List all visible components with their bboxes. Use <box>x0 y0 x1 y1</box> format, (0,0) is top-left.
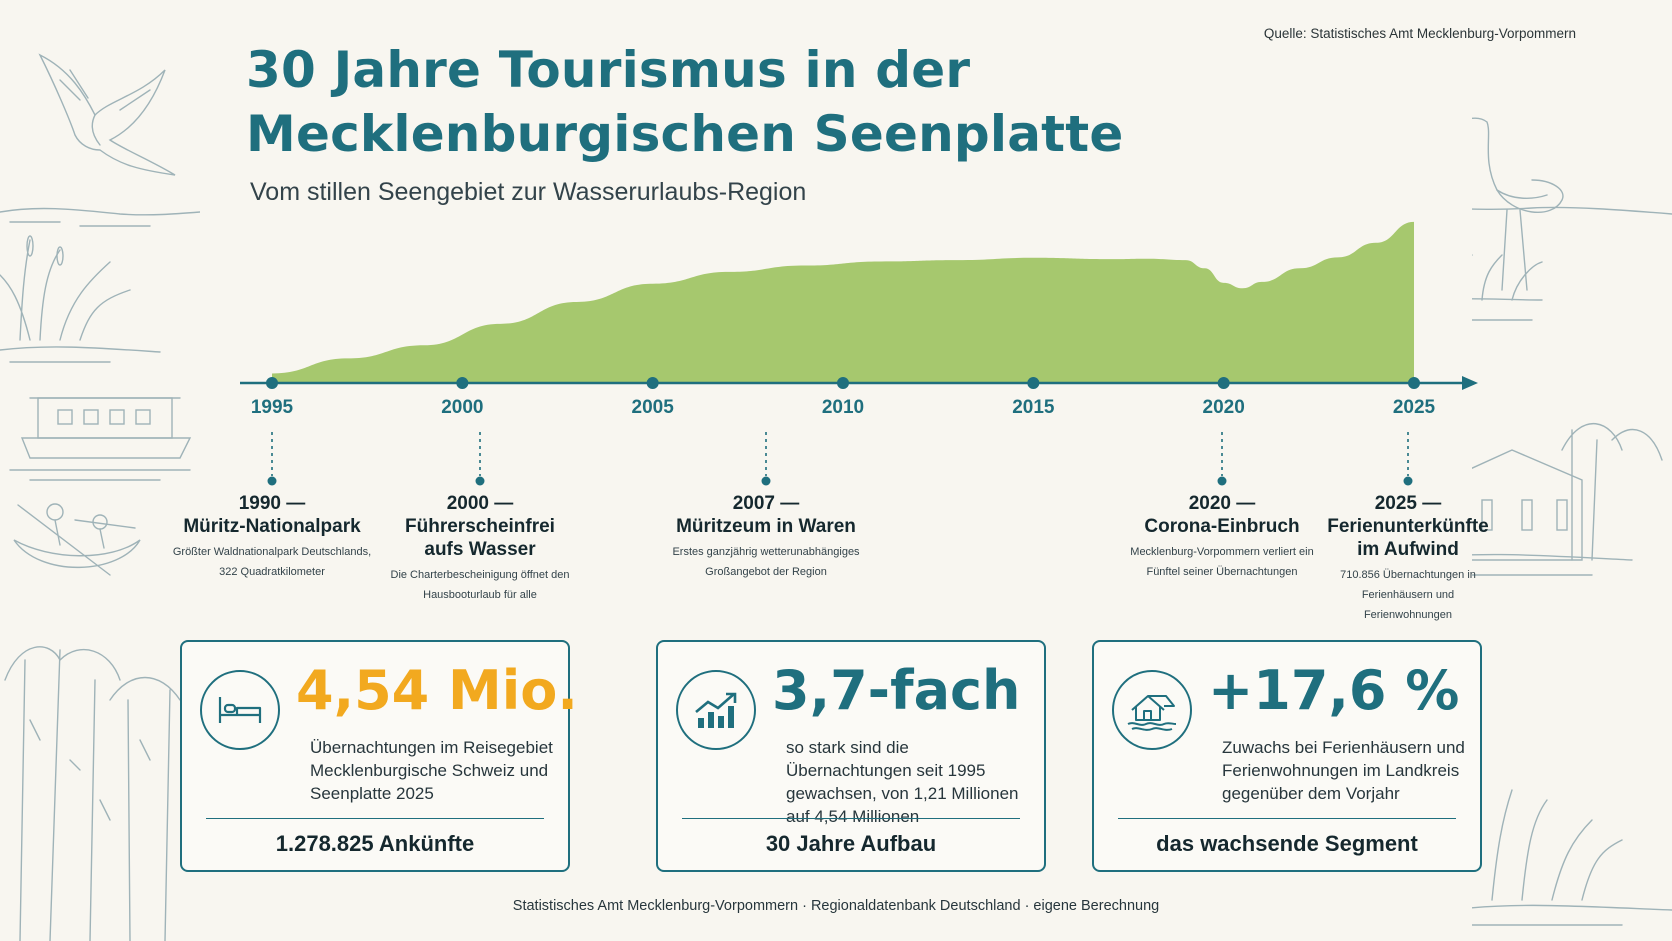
stat-value: 3,7-fach <box>772 659 1021 722</box>
milestone-connectors <box>267 432 1413 486</box>
card-divider <box>206 818 544 819</box>
stat-value: +17,6 % <box>1208 659 1460 722</box>
milestone-1990: 1990 — Müritz-Nationalpark Größter Waldna… <box>157 492 387 582</box>
stat-card-overnight-stays: 4,54 Mio. Übernachtungen im Reisegebiet … <box>180 640 578 872</box>
stat-value: 4,54 Mio. <box>296 659 578 722</box>
timeline-tick-label: 2000 <box>441 397 483 418</box>
milestone-dot <box>1217 476 1227 486</box>
timeline-tick-label: 2005 <box>632 397 675 418</box>
milestone-2000: 2000 — Führerscheinfrei aufs Wasser Die C… <box>365 492 595 605</box>
timeline-arrow-icon <box>1462 376 1478 390</box>
milestone-description: 710.856 Übernachtungen in Ferienhäusern … <box>1340 569 1476 621</box>
overnight-stays-area-chart: 1995 2000 2005 2010 2015 2020 2025 <box>240 221 1478 486</box>
milestone-dot <box>267 476 277 486</box>
milestone-description: Größter Waldnationalpark Deutschlands, 3… <box>172 546 372 578</box>
card-divider <box>1118 818 1456 819</box>
stat-footer: 1.278.825 Ankünfte <box>275 831 475 856</box>
timeline-tick-dot <box>456 377 469 389</box>
timeline-tick-dot <box>646 377 659 389</box>
stat-description: Zuwachs bei Ferienhäusern und Ferienwohn… <box>1222 738 1465 803</box>
source-note: Quelle: Statistisches Amt Mecklenburg-Vo… <box>1263 26 1576 41</box>
holiday-house-icon <box>1112 670 1192 750</box>
milestone-heading: 2025 — Ferienunterkünfte im Aufwind <box>1327 493 1489 560</box>
title-line-1: 30 Jahre Tourismus in der <box>246 41 971 99</box>
growth-chart-icon <box>676 670 756 750</box>
timeline-tick-dot <box>837 377 849 389</box>
timeline-axis <box>240 376 1478 390</box>
milestone-heading: 2000 — Führerscheinfrei aufs Wasser <box>405 493 555 560</box>
milestone-description: Die Charterbescheinigung öffnet den Haus… <box>390 569 570 601</box>
stat-card-growth: 3,7-fach so stark sind die Übernachtunge… <box>656 640 1046 872</box>
milestone-2025: 2025 — Ferienunterkünfte im Aufwind 710.8… <box>1293 492 1523 625</box>
milestone-2007: 2007 — Müritzeum in Waren Erstes ganzjähr… <box>651 492 881 582</box>
milestone-description: Erstes ganzjährig wetterunabhängiges Gro… <box>672 546 860 578</box>
milestone-dot <box>1403 476 1413 486</box>
subtitle: Vom stillen Seengebiet zur Wasserurlaubs… <box>250 178 807 206</box>
milestone-description: Mecklenburg-Vorpommern verliert ein Fünf… <box>1130 546 1314 578</box>
timeline-tick-label: 2010 <box>822 397 864 418</box>
milestone-heading: 2020 — Corona-Einbruch <box>1144 493 1300 537</box>
stat-card-holiday-homes: +17,6 % Zuwachs bei Ferienhäusern und Fe… <box>1092 640 1482 872</box>
timeline-tick-dot <box>266 377 278 389</box>
card-divider <box>682 818 1020 819</box>
timeline-tick-label: 2020 <box>1203 397 1245 418</box>
stat-footer: 30 Jahre Aufbau <box>765 831 937 856</box>
milestone-2020: 2020 — Corona-Einbruch Mecklenburg-Vorpom… <box>1107 492 1337 582</box>
title-line-2: Mecklenburgischen Seenplatte <box>246 105 1124 163</box>
page-title: 30 Jahre Tourismus in der Mecklenburgisc… <box>246 38 1124 166</box>
timeline-tick-label: 2025 <box>1393 397 1436 418</box>
bed-icon <box>200 670 280 750</box>
footer-sources: Statistisches Amt Mecklenburg-Vorpommern… <box>512 898 1160 914</box>
timeline-tick-label: 1995 <box>251 397 294 418</box>
timeline-tick-dot <box>1027 377 1040 389</box>
timeline-tick-dot <box>1217 377 1230 389</box>
timeline-ticks: 1995 2000 2005 2010 2015 2020 2025 <box>251 377 1436 418</box>
timeline-tick-label: 2015 <box>1012 397 1055 418</box>
timeline-tick-dot <box>1408 377 1420 389</box>
milestone-dot <box>475 476 485 486</box>
stat-footer: das wachsende Segment <box>1156 831 1418 856</box>
stat-description: so stark sind die Übernachtungen seit 19… <box>786 738 1019 826</box>
milestone-heading: 1990 — Müritz-Nationalpark <box>183 493 361 537</box>
milestone-heading: 2007 — Müritzeum in Waren <box>676 493 856 537</box>
overnight-stays-area <box>272 221 1414 383</box>
milestone-dot <box>761 476 771 486</box>
stat-description: Übernachtungen im Reisegebiet Mecklenbur… <box>310 738 553 803</box>
